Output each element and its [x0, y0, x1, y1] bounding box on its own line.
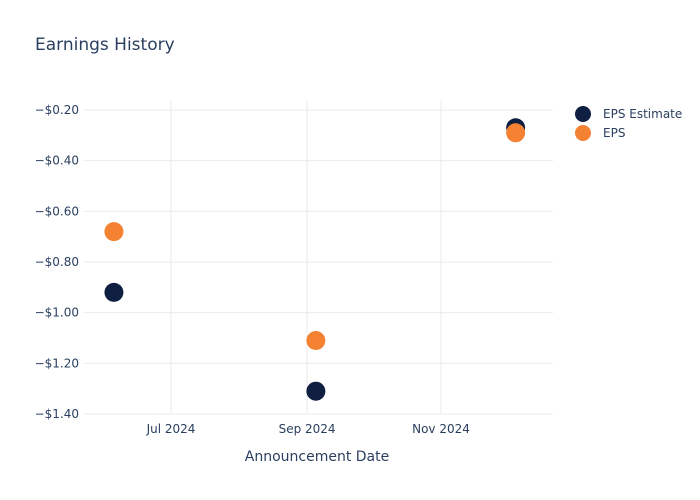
y-tick-label: −$0.80 — [35, 255, 79, 269]
x-axis-ticks: Jul 2024 Sep 2024 Nov 2024 — [146, 422, 470, 436]
legend[interactable]: EPS Estimate EPS — [575, 106, 682, 141]
y-tick-label: −$0.20 — [35, 103, 79, 117]
y-tick-label: −$1.00 — [35, 306, 79, 320]
legend-marker-eps-estimate[interactable] — [575, 106, 591, 122]
legend-label-eps[interactable]: EPS — [603, 126, 625, 140]
x-tick-label: Sep 2024 — [279, 422, 336, 436]
y-axis-ticks: −$1.40 −$1.20 −$1.00 −$0.80 −$0.60 −$0.40 −$0.… — [35, 103, 79, 421]
eps-point[interactable] — [104, 222, 124, 242]
y-tick-label: −$0.60 — [35, 204, 79, 218]
data-points — [104, 118, 526, 401]
x-tick-label: Jul 2024 — [146, 422, 196, 436]
y-tick-label: −$1.20 — [35, 356, 79, 370]
chart-title: Earnings History — [35, 35, 175, 55]
eps-estimate-point[interactable] — [306, 381, 326, 401]
x-axis-title: Announcement Date — [245, 449, 389, 465]
grid — [83, 100, 553, 415]
eps-estimate-point[interactable] — [104, 282, 124, 302]
x-tick-label: Nov 2024 — [412, 422, 470, 436]
legend-label-eps-estimate[interactable]: EPS Estimate — [603, 107, 682, 121]
y-tick-label: −$0.40 — [35, 154, 79, 168]
eps-point[interactable] — [306, 331, 326, 351]
legend-marker-eps[interactable] — [575, 125, 591, 141]
y-tick-label: −$1.40 — [35, 407, 79, 421]
eps-point[interactable] — [506, 123, 526, 143]
